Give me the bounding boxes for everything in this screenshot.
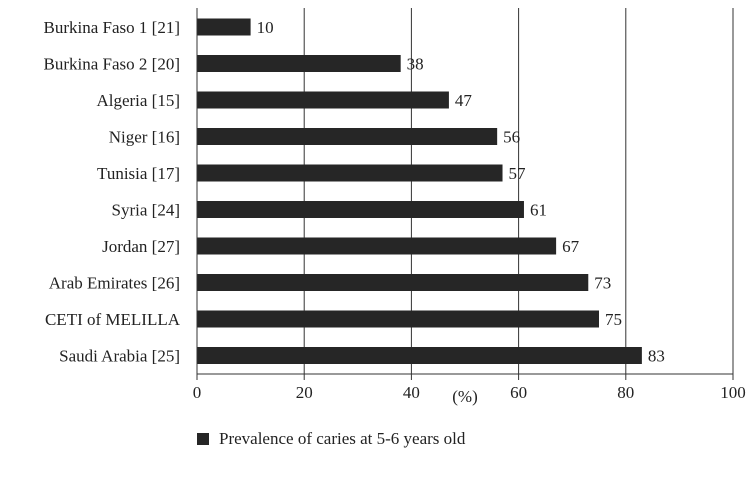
category-label: Burkina Faso 1 [21]	[44, 18, 180, 37]
bars	[197, 18, 642, 364]
x-tick-label: 0	[193, 383, 202, 402]
bar-value-label: 61	[530, 201, 547, 220]
bar	[197, 274, 589, 291]
bar	[197, 164, 503, 182]
category-label: Saudi Arabia [25]	[59, 347, 180, 366]
bar	[197, 91, 449, 109]
bar-value-label: 57	[509, 164, 527, 183]
bar	[197, 128, 498, 145]
category-label: Syria [24]	[112, 201, 180, 220]
category-label: Tunisia [17]	[97, 164, 180, 183]
x-axis	[196, 8, 734, 380]
bar	[197, 55, 401, 72]
x-tick-label: 80	[617, 383, 634, 402]
legend-swatch	[197, 433, 209, 445]
bar	[197, 201, 524, 218]
x-tick-labels: 0 20 40 60 80 100	[193, 383, 746, 402]
category-label: CETI of MELILLA	[45, 310, 181, 329]
legend-label: Prevalence of caries at 5-6 years old	[219, 429, 466, 448]
bar-value-label: 38	[407, 55, 424, 74]
category-label: Algeria [15]	[96, 91, 180, 110]
bar-value-label: 83	[648, 347, 665, 366]
x-axis-label: (%)	[452, 387, 477, 406]
category-label: Burkina Faso 2 [20]	[44, 55, 180, 74]
bar-value-label: 47	[455, 91, 473, 110]
category-labels: Burkina Faso 1 [21] Burkina Faso 2 [20] Al…	[44, 18, 181, 366]
x-tick-label: 60	[510, 383, 527, 402]
category-label: Niger [16]	[109, 128, 180, 147]
bar-value-label: 10	[257, 18, 274, 37]
bar	[197, 310, 599, 328]
bar-value-label: 73	[594, 274, 611, 293]
bar-value-label: 75	[605, 310, 622, 329]
bar	[197, 18, 251, 36]
x-tick-label: 40	[403, 383, 420, 402]
category-label: Jordan [27]	[102, 237, 180, 256]
bar-value-label: 67	[562, 237, 580, 256]
category-label: Arab Emirates [26]	[49, 274, 180, 293]
bar	[197, 347, 642, 364]
legend: Prevalence of caries at 5-6 years old	[197, 429, 465, 449]
x-tick-label: 20	[296, 383, 313, 402]
bar-value-label: 56	[503, 128, 520, 147]
bar	[197, 237, 557, 255]
x-tick-label: 100	[720, 383, 746, 402]
